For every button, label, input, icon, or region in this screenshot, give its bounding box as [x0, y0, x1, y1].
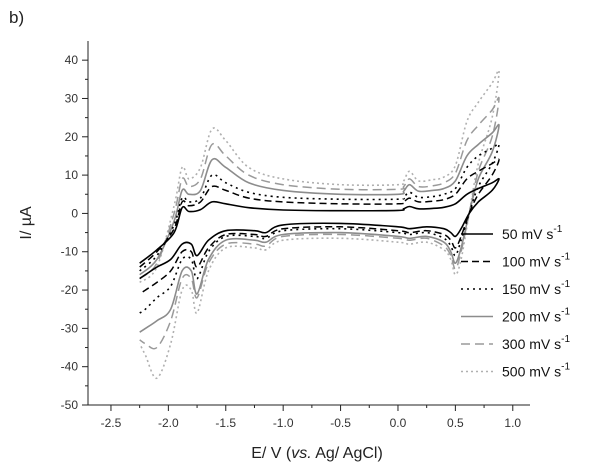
legend-label: 200 mV s-1 [502, 307, 570, 325]
y-tick-label: -30 [61, 321, 79, 335]
legend-label-superscript: -1 [561, 252, 570, 263]
x-tick-label: 0.5 [447, 416, 464, 430]
x-axis-title: E/ V (vs. Ag/ AgCl) [251, 445, 383, 462]
legend-label-text: 100 mV s [502, 254, 561, 270]
legend-label-superscript: -1 [561, 334, 570, 345]
legend-label-text: 150 mV s [502, 281, 561, 297]
legend-label: 150 mV s-1 [502, 279, 570, 297]
x-tick-label: -1.0 [273, 416, 294, 430]
x-axis-title-prefix: E/ V ( [251, 445, 292, 462]
x-ticks: -2.5 -2.0 -1.5 -1.0 -0.5 0.0 0.5 1.0 [101, 405, 521, 430]
y-tick-label: -40 [61, 360, 79, 374]
legend-label: 500 mV s-1 [502, 362, 570, 380]
y-tick-label: 10 [65, 168, 79, 182]
legend-label-text: 500 mV s [502, 364, 561, 380]
y-tick-label: 20 [65, 130, 79, 144]
series-line [139, 158, 500, 295]
legend-label-text: 200 mV s [502, 309, 561, 325]
y-tick-label: -50 [61, 398, 79, 412]
x-axis-title-italic: vs. [291, 445, 311, 462]
x-tick-label: -2.5 [101, 416, 122, 430]
legend-label-superscript: -1 [561, 307, 570, 318]
x-tick-label: -2.0 [158, 416, 179, 430]
y-tick-label: -10 [61, 245, 79, 259]
x-tick-label: 0.0 [390, 416, 407, 430]
y-tick-label: 0 [71, 206, 78, 220]
x-axis-title-suffix: Ag/ AgCl) [312, 445, 383, 462]
y-ticks: -50 -40 -30 -20 -10 0 10 20 30 40 [61, 53, 88, 412]
legend-label: 50 mV s-1 [502, 224, 563, 242]
y-tick-label: 30 [65, 91, 79, 105]
series-line [139, 123, 500, 333]
legend-label-text: 50 mV s [502, 226, 553, 242]
x-tick-label: 1.0 [504, 416, 521, 430]
y-tick-label: -20 [61, 283, 79, 297]
legend-label: 300 mV s-1 [502, 334, 570, 352]
series-line [138, 69, 500, 379]
y-tick-label: 40 [65, 53, 79, 67]
x-tick-label: -0.5 [330, 416, 351, 430]
legend-label-text: 300 mV s [502, 336, 561, 352]
x-tick-label: -1.5 [215, 416, 236, 430]
series-line [139, 96, 500, 350]
panel-label: b) [9, 8, 25, 27]
series-curves [138, 69, 500, 379]
legend-label-superscript: -1 [561, 279, 570, 290]
legend-label-superscript: -1 [561, 362, 570, 373]
legend-label: 100 mV s-1 [502, 252, 570, 270]
series-line [139, 177, 500, 280]
y-axis-title: I/ µA [18, 206, 35, 240]
legend-label-superscript: -1 [553, 224, 562, 235]
